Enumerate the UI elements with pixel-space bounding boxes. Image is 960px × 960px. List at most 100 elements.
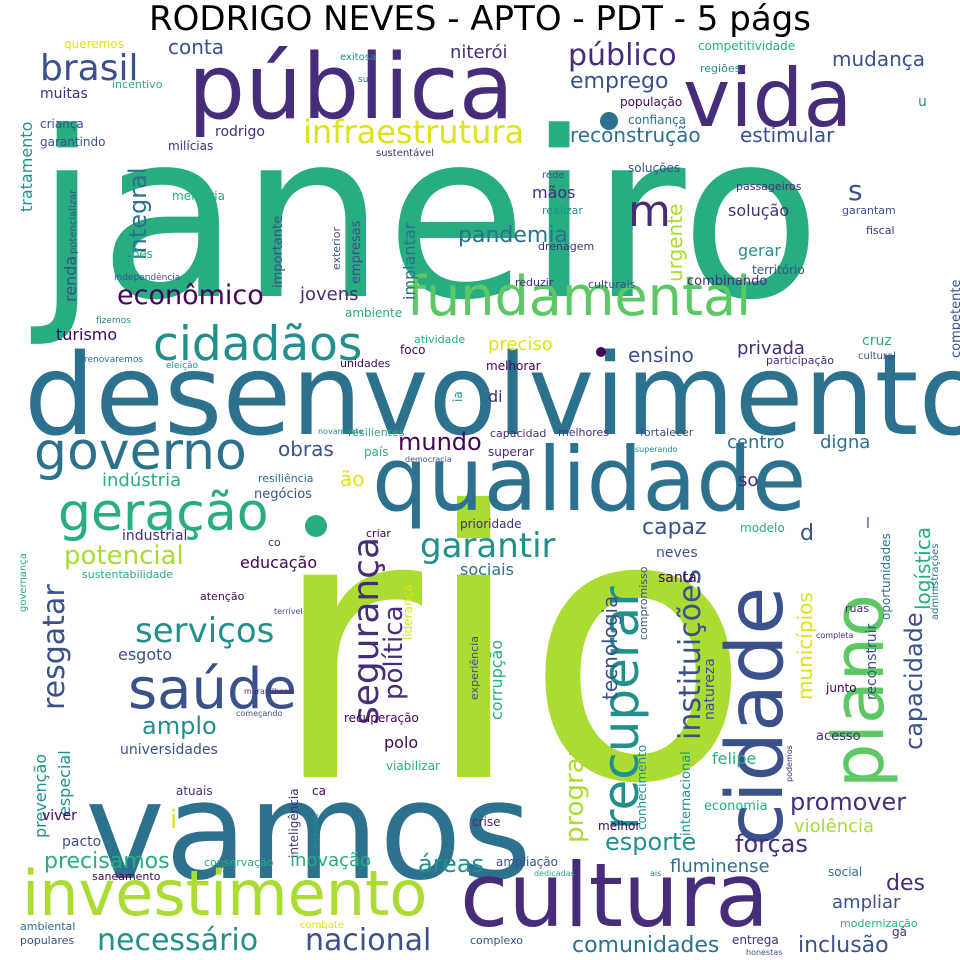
word: queremos <box>64 37 124 51</box>
word: ia <box>451 391 465 402</box>
word: incentivo <box>112 78 163 91</box>
word: cruz <box>862 333 892 349</box>
word: independência <box>114 272 180 283</box>
word: promover <box>790 788 906 816</box>
word: competente <box>949 280 960 358</box>
word: fiscal <box>866 224 895 237</box>
word: potencializar <box>68 189 79 254</box>
word: recuperação <box>344 711 419 725</box>
word: renda <box>61 256 80 302</box>
word: empresas <box>349 220 364 284</box>
word: pacto <box>62 834 101 850</box>
word: su <box>358 75 368 85</box>
word: co <box>268 536 281 549</box>
dot-decoration <box>600 112 618 130</box>
word: atuais <box>176 784 213 798</box>
word: educação <box>240 553 317 572</box>
word: modernização <box>840 917 918 930</box>
word: pública <box>188 35 514 140</box>
word: terrível <box>274 607 303 616</box>
word: populares <box>20 934 75 947</box>
word: melhorar <box>486 359 541 373</box>
word: completa <box>816 631 853 640</box>
word: capacidade <box>900 612 928 750</box>
word: s <box>848 174 863 207</box>
word: especial <box>55 750 74 816</box>
word: resiliência <box>258 472 314 485</box>
word: sociais <box>460 560 514 579</box>
word: atenção <box>200 590 245 603</box>
word: muitas <box>40 86 88 102</box>
word: pandemia <box>458 223 568 248</box>
dot-decoration <box>596 347 606 357</box>
word: nacional <box>305 923 431 958</box>
word: l <box>866 516 870 532</box>
word: milícias <box>168 139 213 153</box>
word: estimular <box>740 123 835 147</box>
word: saneamento <box>92 870 161 883</box>
word: esgoto <box>118 645 172 664</box>
word: polo <box>384 733 418 752</box>
word: governança <box>18 553 29 612</box>
word: capacidad <box>490 427 546 440</box>
word: melhoria <box>172 189 225 203</box>
word: liderança <box>401 584 415 640</box>
word: solução <box>728 201 789 220</box>
word: des <box>886 871 925 896</box>
word: conta <box>168 35 224 59</box>
word: internacional <box>679 751 694 836</box>
dot-decoration <box>626 443 634 451</box>
word: programa <box>560 716 590 843</box>
word: fluminense <box>670 856 770 877</box>
word: rodrigo <box>215 124 265 140</box>
word: acesso <box>816 729 861 744</box>
word: começando <box>236 709 282 718</box>
word: atividade <box>414 333 465 346</box>
word: sustentável <box>376 147 434 159</box>
word: complexo <box>470 934 523 947</box>
word: foco <box>400 343 426 357</box>
word: realizar <box>542 204 583 217</box>
word: felipe <box>712 749 756 768</box>
decorative-dots <box>305 112 634 537</box>
word: áreas <box>418 850 484 878</box>
word: inteligência <box>287 788 301 858</box>
word: tecnologia <box>598 596 622 700</box>
word: junto <box>825 681 857 695</box>
word: econômico <box>117 280 264 311</box>
word: exitosa <box>340 52 376 63</box>
word-layer: rio janeiro vamos desenvolvimento públic… <box>17 35 960 958</box>
word: janeiro <box>30 84 821 351</box>
word: vida <box>683 52 852 145</box>
word: violência <box>794 816 874 837</box>
word: competitividade <box>698 39 795 53</box>
word: fortalecer <box>640 426 694 439</box>
word: tratamento <box>17 122 36 212</box>
word: passageiros <box>736 180 802 193</box>
word: território <box>752 263 805 277</box>
word: democracia <box>405 455 452 464</box>
word: sustentabilidade <box>82 568 173 581</box>
word: privada <box>737 338 805 359</box>
word: so <box>738 470 758 491</box>
word: obras <box>278 437 334 461</box>
word: natureza <box>702 658 718 720</box>
word: combinando <box>687 274 767 289</box>
word: reconstrução <box>570 123 701 147</box>
word: social <box>828 865 862 879</box>
word: maravilhosa <box>244 687 293 696</box>
word: eleição <box>166 361 199 371</box>
word: esporte <box>605 828 696 856</box>
word: turismo <box>56 325 117 344</box>
word: mundo <box>398 428 482 456</box>
word: participação <box>766 354 834 367</box>
word: soluções <box>628 161 680 175</box>
word: fizemos <box>96 316 131 326</box>
word: oportunidades <box>879 533 893 620</box>
word: administrações <box>930 544 941 620</box>
word: resgatar <box>37 584 72 710</box>
word: superar <box>488 445 534 459</box>
word: viver <box>42 808 77 824</box>
word: gerar <box>738 241 781 260</box>
word: garantam <box>842 204 896 217</box>
